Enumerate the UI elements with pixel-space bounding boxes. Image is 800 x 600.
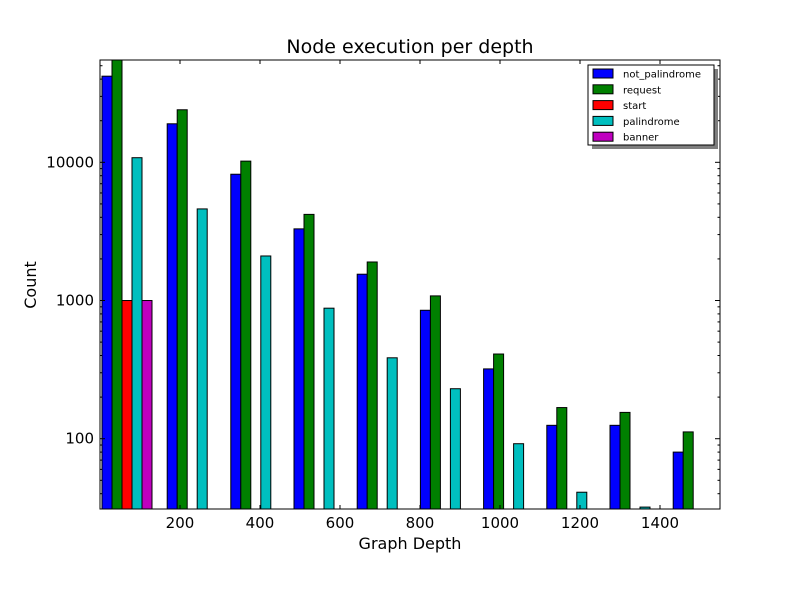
legend-swatch-banner: [592, 131, 614, 142]
bar-not_palindrome-2: [230, 173, 242, 510]
bar-palindrome-1: [196, 208, 208, 510]
x-tick-label-5: 1200: [561, 514, 599, 532]
bar-palindrome-4: [386, 357, 398, 510]
legend-swatch-start: [592, 100, 614, 111]
bar-not_palindrome-4: [356, 273, 368, 510]
x-tick-label-0: 200: [166, 514, 195, 532]
legend-label-start: start: [623, 101, 646, 112]
bar-not_palindrome-9: [672, 451, 684, 510]
bar-not_palindrome-5: [419, 309, 431, 510]
chart-title: Node execution per depth: [286, 36, 533, 58]
bar-palindrome-3: [323, 307, 335, 510]
x-axis-title: Graph Depth: [359, 534, 462, 553]
y-axis-title: Count: [21, 261, 40, 309]
bar-not_palindrome-1: [166, 123, 178, 510]
bar-not_palindrome-0: [101, 75, 113, 510]
bar-not_palindrome-7: [546, 424, 558, 510]
legend-swatch-not_palindrome: [592, 68, 614, 79]
legend-label-request: request: [623, 85, 661, 96]
y-axis: 100 1000 10000: [46, 65, 720, 495]
x-tick-label-3: 800: [406, 514, 435, 532]
y-tick-label-0: 100: [65, 430, 94, 448]
legend-swatch-request: [592, 84, 614, 95]
bar-request-1: [176, 109, 188, 510]
legend-label-not_palindrome: not_palindrome: [623, 70, 701, 81]
bar-request-8: [619, 411, 631, 510]
bar-request-9: [682, 431, 694, 510]
bar-not_palindrome-6: [483, 368, 495, 510]
x-tick-label-2: 600: [326, 514, 355, 532]
x-tick-label-6: 1400: [641, 514, 679, 532]
bar-palindrome-2: [260, 255, 272, 510]
bar-palindrome-5: [449, 388, 461, 510]
bar-request-3: [303, 213, 315, 510]
bar-request-6: [493, 353, 505, 510]
bar-request-0: [111, 59, 123, 510]
bar-request-4: [366, 261, 378, 510]
bar-banner-0: [141, 300, 153, 510]
bar-start-0: [121, 300, 133, 510]
x-tick-label-1: 400: [246, 514, 275, 532]
bar-not_palindrome-3: [293, 228, 305, 510]
y-tick-label-2: 10000: [46, 153, 94, 171]
bar-palindrome-0: [131, 157, 143, 510]
x-tick-label-4: 1000: [481, 514, 519, 532]
bar-request-7: [556, 407, 568, 510]
legend-swatch-palindrome: [592, 115, 614, 126]
legend-label-banner: banner: [623, 133, 659, 144]
x-axis: 200 400 600 800 1000 1200 1400: [166, 60, 679, 532]
bar-request-2: [240, 160, 252, 510]
bar-palindrome-7: [576, 491, 588, 510]
y-tick-label-1: 1000: [56, 292, 94, 310]
bar-request-5: [429, 295, 441, 510]
plot-frame: [99, 59, 721, 510]
legend-label-palindrome: palindrome: [623, 117, 680, 128]
bar-palindrome-6: [513, 443, 525, 510]
bar-not_palindrome-8: [609, 424, 621, 510]
